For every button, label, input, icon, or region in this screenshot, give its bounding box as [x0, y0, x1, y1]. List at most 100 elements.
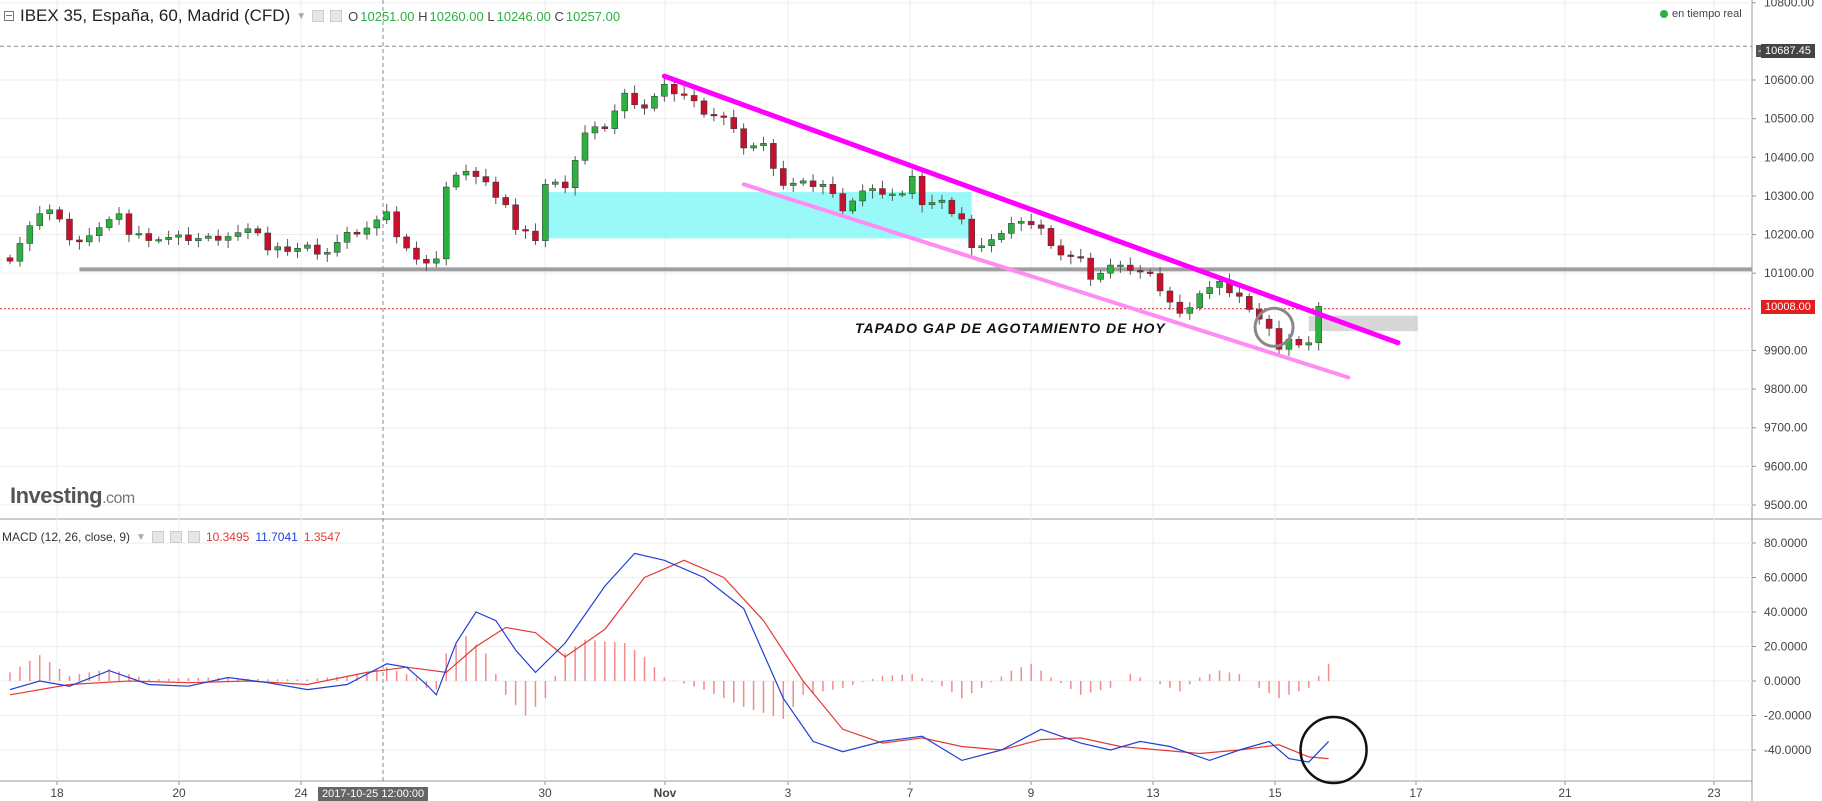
candle-body	[234, 232, 242, 237]
macd-title[interactable]: MACD (12, 26, close, 9)	[2, 530, 131, 544]
candle-body	[552, 181, 559, 185]
candle-body	[274, 246, 281, 251]
candle-body	[899, 193, 906, 196]
candle-body	[492, 181, 500, 198]
candle-body	[819, 184, 827, 187]
candle-body	[472, 170, 480, 177]
candle-body	[651, 95, 658, 109]
candle-body	[46, 209, 53, 214]
candle-body	[1196, 293, 1203, 308]
candle-body	[1246, 296, 1253, 310]
low-label: L	[487, 8, 495, 24]
macd-value: 10.3495	[205, 530, 250, 544]
candle-body	[522, 229, 529, 232]
candle-body	[690, 95, 698, 102]
candle-body	[839, 193, 847, 212]
lower-trendline	[741, 182, 1351, 380]
chevron-down-icon[interactable]: ▼	[296, 10, 307, 22]
macd-y-tick-label: 80.0000	[1764, 536, 1808, 550]
candle-body	[175, 234, 182, 238]
candle-body	[591, 126, 599, 134]
candle-body	[1057, 245, 1065, 256]
candle-body	[353, 231, 361, 235]
macd-y-tick-label: 20.0000	[1764, 640, 1808, 654]
candle-body	[373, 219, 381, 229]
candle-body	[502, 197, 509, 206]
candle-body	[859, 190, 866, 202]
symbol-title[interactable]: IBEX 35, España, 60, Madrid (CFD)	[20, 6, 291, 25]
y-tick-label: 10400.00	[1764, 150, 1814, 164]
candle-body	[125, 213, 133, 235]
candle-body	[1027, 221, 1035, 226]
y-tick-label: 10100.00	[1764, 266, 1814, 280]
candle-body	[1047, 228, 1055, 246]
candle-body	[799, 180, 807, 184]
candle-body	[1067, 254, 1075, 257]
candle-body	[1236, 292, 1243, 297]
candle-body	[324, 252, 331, 255]
candle-body	[333, 242, 341, 253]
y-tick-label: 9800.00	[1764, 382, 1808, 396]
x-tick-label: 9	[1028, 786, 1035, 800]
candle-body	[363, 227, 371, 235]
settings-icon[interactable]	[312, 10, 325, 22]
candle-body	[1206, 287, 1213, 294]
candle-body	[928, 202, 936, 206]
candle-body	[135, 233, 143, 236]
ohlc-values: O 10251.00 H 10260.00 L 10246.00 C 10257.00	[348, 9, 620, 24]
upper-trendline	[661, 73, 1401, 346]
macd-y-tick-label: -40.0000	[1764, 743, 1812, 757]
candle-body	[26, 225, 34, 244]
macd-close-icon[interactable]	[187, 531, 200, 543]
last-price-tag: 10008.00	[1761, 300, 1815, 314]
candle-body	[423, 259, 430, 264]
signal-value: 11.7041	[255, 530, 298, 544]
candle-body	[284, 246, 291, 252]
candle-body	[76, 239, 83, 243]
candle-body	[294, 248, 301, 252]
high-label: H	[418, 8, 428, 24]
candle-body	[889, 193, 896, 196]
y-tick-label: 9900.00	[1764, 343, 1808, 357]
candle-body	[95, 227, 103, 236]
crossover-circle	[1299, 715, 1368, 785]
candle-body	[155, 239, 162, 242]
candle-body	[948, 199, 956, 214]
candle-body	[671, 84, 678, 95]
candle-body	[383, 211, 390, 221]
macd-histogram	[9, 636, 1330, 719]
open-value: 10251.00	[360, 8, 415, 24]
candle-body	[581, 132, 589, 161]
candle-body	[908, 175, 916, 194]
x-tick-label: 7	[907, 786, 914, 800]
y-tick-label: 9700.00	[1764, 421, 1808, 435]
candle-body	[1186, 307, 1194, 314]
y-tick-label: 10300.00	[1764, 189, 1814, 203]
candle-body	[86, 235, 93, 243]
candle-body	[224, 236, 232, 241]
open-label: O	[348, 8, 359, 24]
collapse-icon[interactable]	[4, 11, 14, 21]
candle-body	[56, 209, 63, 220]
macd-settings-icon[interactable]	[169, 531, 182, 543]
y-tick-label: 9600.00	[1764, 459, 1808, 473]
candle-body	[105, 219, 113, 228]
macd-chevron-down-icon[interactable]: ▼	[136, 531, 146, 543]
candle-body	[214, 235, 222, 241]
x-tick-label: 20	[172, 786, 186, 800]
candle-body	[1265, 318, 1273, 329]
candle-body	[958, 213, 966, 220]
macd-visibility-icon[interactable]	[151, 531, 164, 543]
format-icon[interactable]	[330, 10, 343, 22]
candle-body	[165, 237, 172, 240]
candle-body	[16, 243, 24, 262]
candles	[6, 77, 1322, 356]
y-tick-label: 10500.00	[1764, 112, 1814, 126]
low-value: 10246.00	[496, 8, 551, 24]
gap-circle	[1253, 306, 1295, 348]
candle-body	[185, 234, 192, 241]
macd-line	[9, 552, 1330, 763]
candle-body	[770, 143, 777, 169]
realtime-label: en tiempo real	[1672, 8, 1742, 20]
